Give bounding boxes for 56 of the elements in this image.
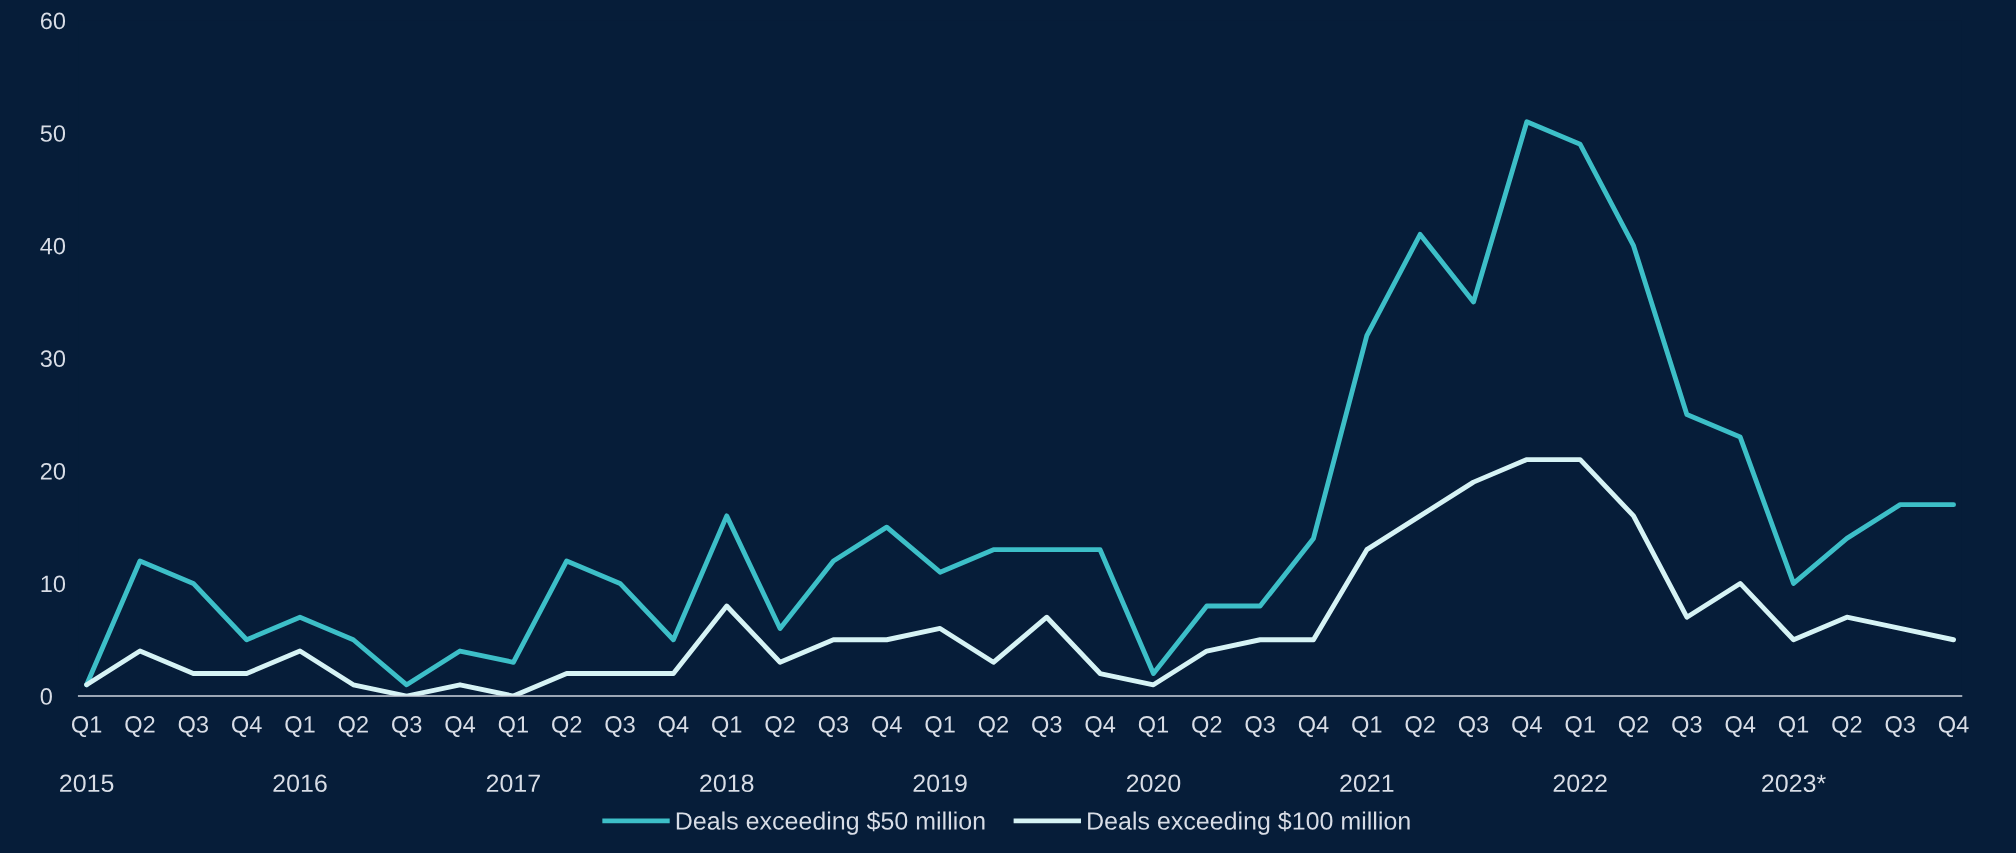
y-tick-label: 40 (40, 237, 66, 255)
x-tick-label: Q4 (658, 716, 689, 738)
x-tick-label: Q2 (552, 716, 582, 738)
legend-label: Deals exceeding $100 million (1088, 811, 1410, 835)
line-series (84, 457, 1956, 697)
text: 2022 (1553, 774, 1607, 793)
text: 2015 (60, 774, 114, 793)
x-tick-label: Q2 (338, 716, 368, 738)
x-tick-label: Q4 (872, 716, 902, 738)
x-tick-label: Q2 (978, 716, 1008, 738)
x-tick-label: Q2 (1405, 716, 1435, 738)
x-tick-label: Q4 (1298, 716, 1329, 738)
x-tick-label: Q1 (72, 716, 102, 738)
x-tick-label: Q1 (712, 716, 742, 738)
text: 2019 (913, 774, 967, 793)
x-tick-label: Q3 (392, 716, 422, 738)
y-tick-label: 50 (40, 125, 66, 142)
x-tick-label: Q4 (1938, 716, 1969, 738)
x-tick-label: Q2 (1618, 716, 1649, 738)
x-tick-label: Q3 (1245, 716, 1275, 738)
y-tick-label: 30 (40, 350, 66, 368)
x-tick-label: Q1 (925, 716, 955, 738)
x-tick-label: Q2 (765, 716, 795, 738)
x-tick-label: Q2 (1192, 716, 1222, 738)
text: 2020 (1126, 774, 1181, 793)
x-tick-label: Q1 (1778, 716, 1809, 738)
x-tick-label: Q3 (1672, 716, 1702, 738)
y-tick-label: 0 (40, 688, 52, 705)
text: 2023* (1762, 774, 1826, 793)
text: 2021 (1340, 774, 1394, 793)
line-series (84, 119, 1956, 688)
text: 2017 (486, 774, 540, 793)
x-tick-label: Q3 (1458, 716, 1489, 738)
x-tick-label: Q1 (498, 716, 528, 738)
x-tick-label: Q3 (818, 716, 849, 738)
y-tick-label: 10 (41, 575, 66, 593)
x-tick-label: Q4 (1085, 716, 1116, 738)
x-tick-label: Q3 (1032, 716, 1062, 738)
x-tick-label: Q2 (125, 716, 155, 738)
x-tick-label: Q1 (1138, 716, 1169, 738)
text: 2016 (273, 774, 327, 793)
y-tick-label: 60 (40, 12, 66, 30)
x-tick-label: Q1 (1565, 716, 1595, 738)
x-tick-label: Q4 (445, 716, 476, 738)
x-tick-label: Q3 (178, 716, 209, 738)
x-tick-label: Q1 (285, 716, 315, 738)
y-tick-label: 20 (40, 462, 66, 480)
x-tick-label: Q4 (232, 716, 262, 738)
x-tick-label: Q3 (605, 716, 635, 738)
text: 2018 (700, 774, 754, 793)
x-tick-label: Q1 (1352, 716, 1382, 738)
x-tick-label: Q4 (1725, 716, 1756, 738)
x-tick-label: Q3 (1885, 716, 1915, 738)
x-tick-label: Q2 (1832, 716, 1862, 738)
legend-label: Deals exceeding $50 million (676, 811, 985, 835)
x-tick-label: Q4 (1512, 716, 1542, 738)
